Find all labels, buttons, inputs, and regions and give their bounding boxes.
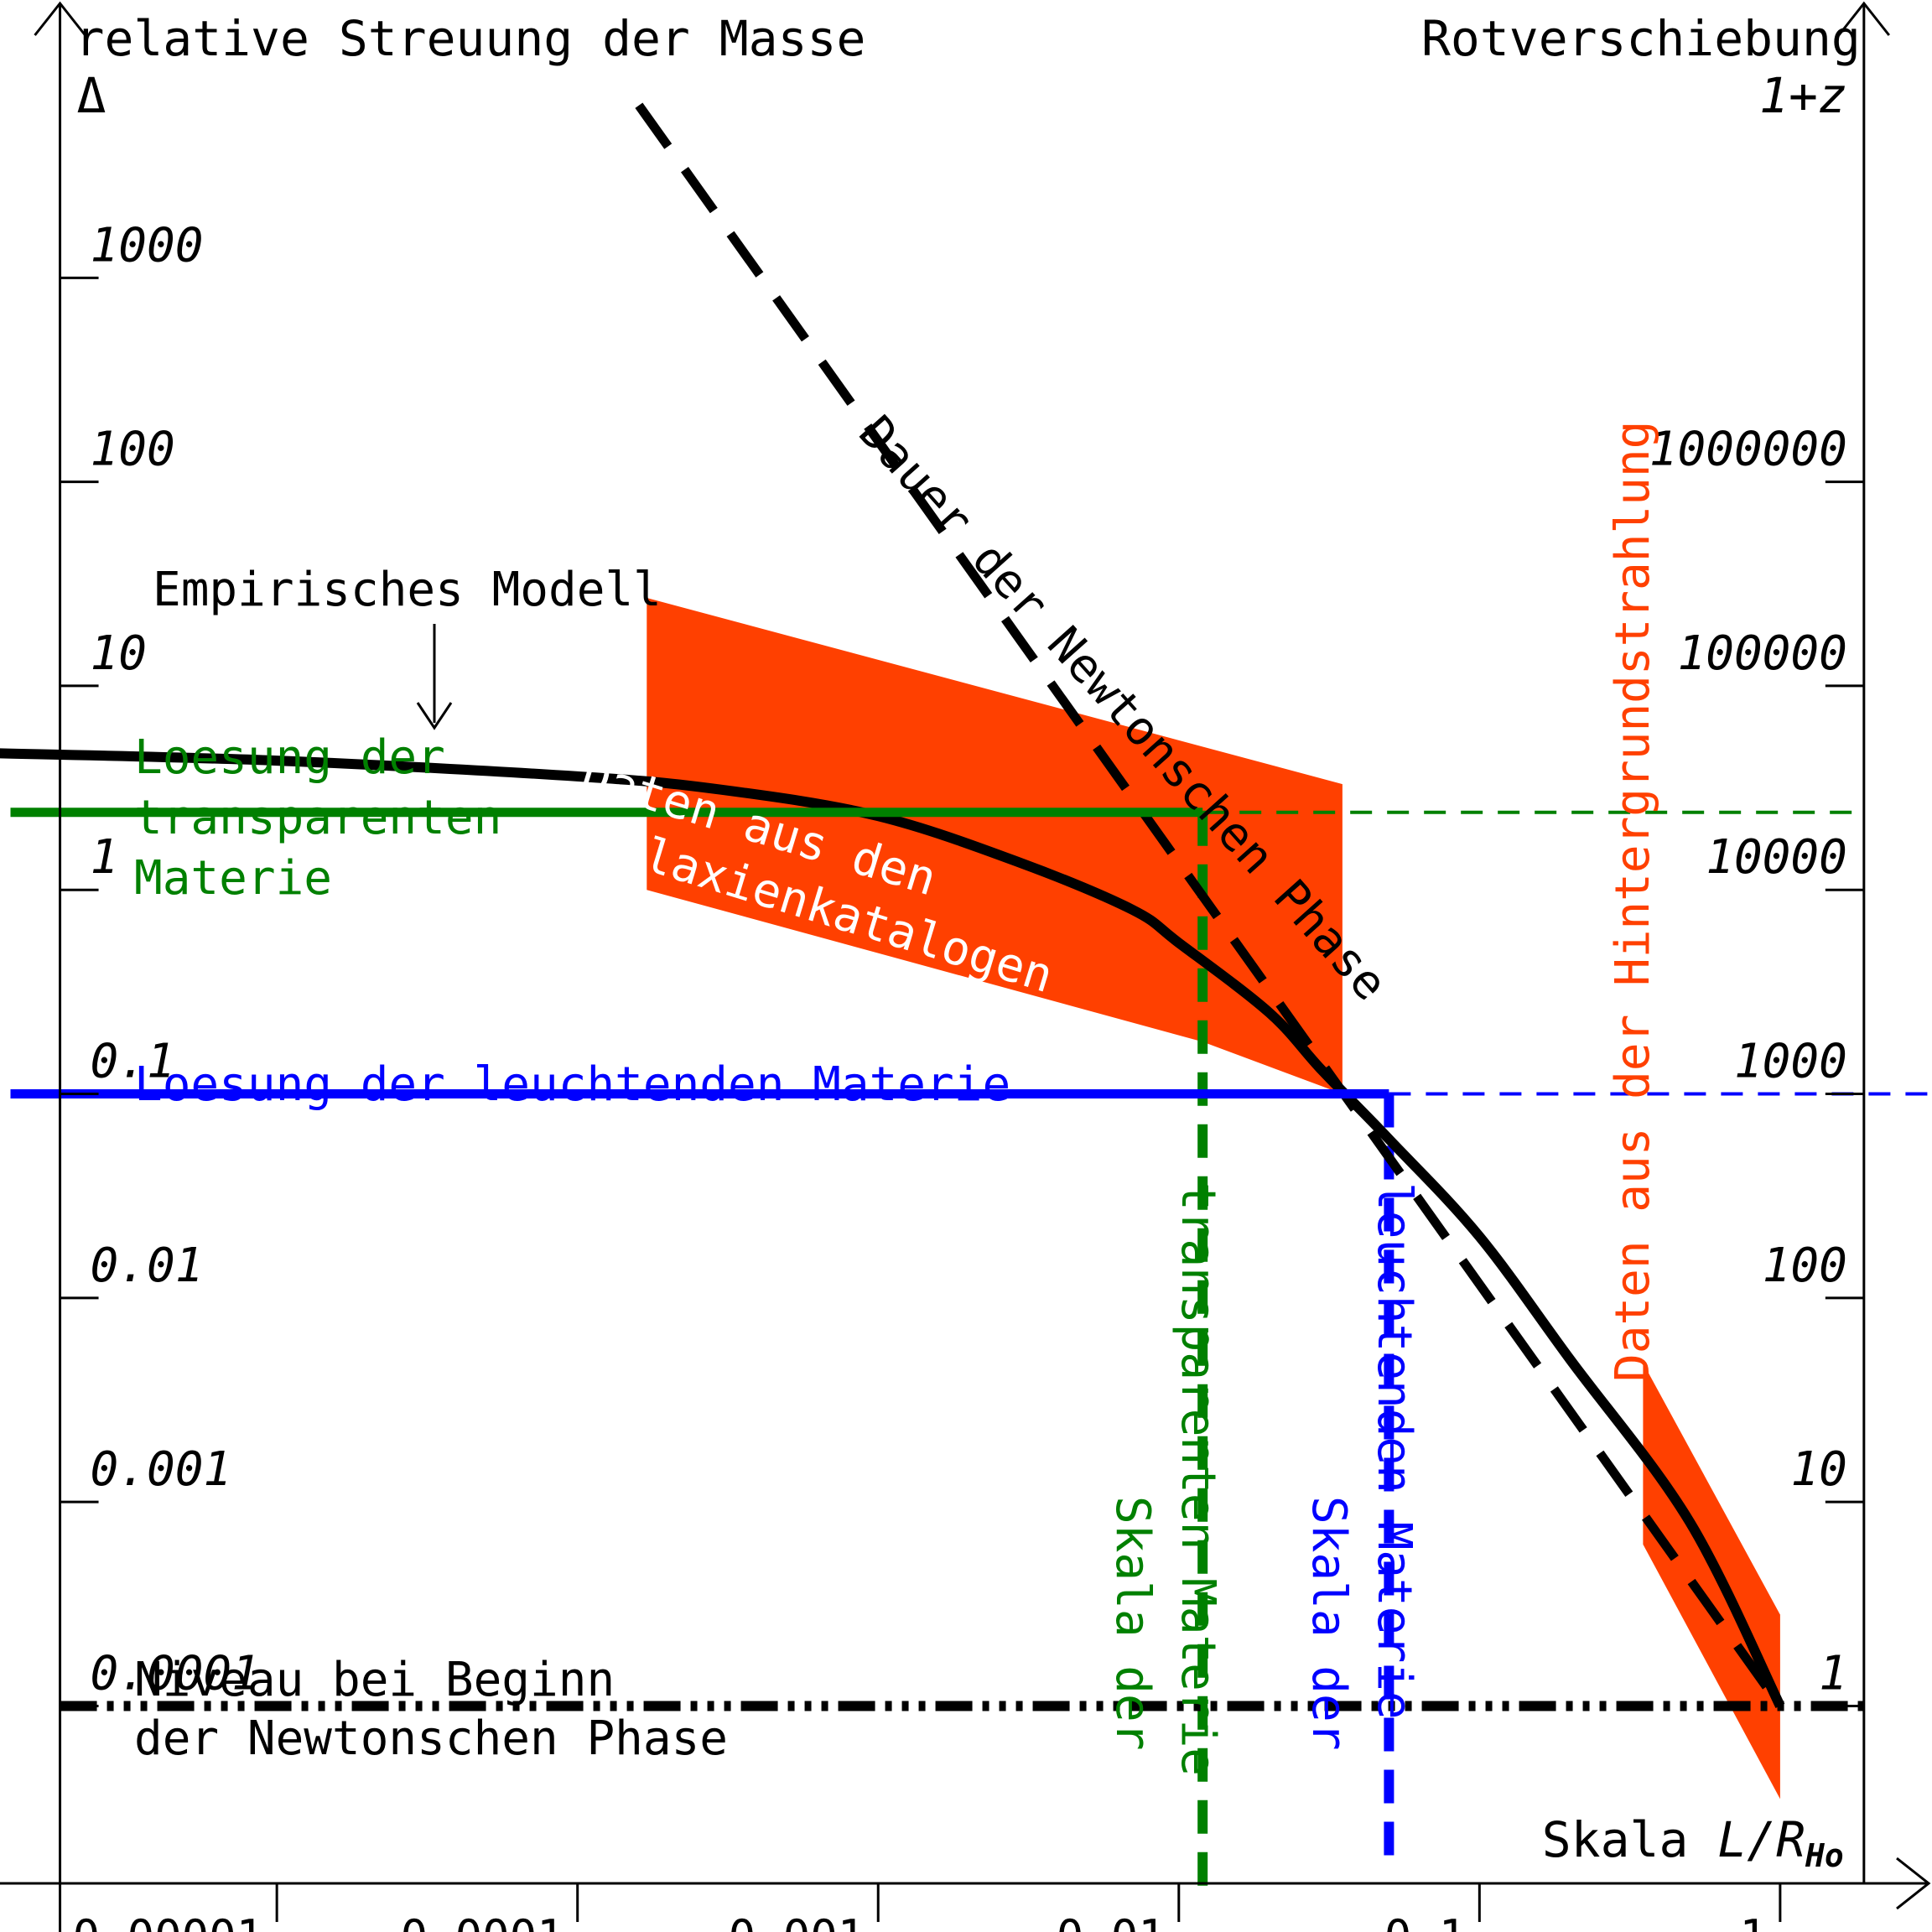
luminous-solution-label: Loesung der leuchtenden Materie: [134, 1057, 1010, 1112]
right-tick-label: 1000000: [1649, 423, 1847, 477]
bottom-tick-label: 0.01: [1057, 1910, 1166, 1932]
transparent-scale-label: Skala der: [1105, 1496, 1160, 1750]
bottom-tick-label: 0.0001: [401, 1910, 564, 1932]
left-tick-label: 1: [91, 830, 119, 885]
curves: [0, 102, 1785, 1709]
left-axis-arrow: [34, 1, 86, 36]
left-tick-label: 0.1: [91, 1035, 175, 1089]
bottom-axis-arrow: [1896, 1857, 1931, 1910]
right-tick-label: 10000: [1706, 830, 1847, 885]
left-tick-label: 100: [91, 423, 175, 477]
cmb-label-group: Daten aus der Hintergrundstrahlung: [1606, 421, 1660, 1382]
guide-lines: [60, 810, 1932, 1896]
right-axis-title: Rotverschiebung: [1421, 10, 1861, 67]
transparent-scale-label: transparenten Materie: [1171, 1182, 1225, 1776]
right-tick-label: 1000: [1734, 1035, 1847, 1089]
data-region-galaxy: [647, 598, 1343, 1094]
left-axis-title: relative Streuung der Masse: [75, 10, 866, 67]
left-tick-label: 1000: [91, 218, 204, 273]
right-tick-label: 100000: [1678, 626, 1847, 681]
transparent-scale-label-group: Skala der transparenten Materie: [1105, 1182, 1225, 1776]
empirical-model-curve: [0, 748, 1785, 1709]
empirical-model-label: Empirisches Modell: [153, 563, 662, 617]
labels: 10001001010.10.010.0010.0001100000010000…: [73, 10, 1861, 1932]
right-axis-symbol: 1+z: [1759, 67, 1847, 124]
left-tick-label: 0.0001: [91, 1646, 260, 1701]
luminous-scale-label-group: Skala der leuchtenden Materie: [1301, 1182, 1421, 1750]
newton-level-label: Niveau bei Beginn: [134, 1653, 615, 1707]
luminous-scale-label: Skala der: [1301, 1496, 1356, 1750]
data-regions: [647, 598, 1780, 1800]
right-tick-label: 100: [1763, 1239, 1847, 1293]
luminous-scale-label: leuchtenden Materie: [1367, 1182, 1421, 1720]
left-axis-symbol: Δ: [77, 67, 106, 124]
right-axis-arrow: [1837, 1, 1891, 36]
transparent-solution-label: Materie: [134, 851, 332, 906]
bottom-tick-label: 1: [1739, 1910, 1767, 1932]
right-tick-label: 1: [1819, 1646, 1847, 1701]
transparent-solution-label: transparenten: [134, 791, 501, 845]
transparent-solution-label: Loesung der: [134, 730, 445, 785]
left-tick-label: 0.01: [91, 1239, 204, 1293]
newton-phase-line: [635, 102, 1784, 1709]
bottom-tick-label: 0.1: [1384, 1910, 1467, 1932]
right-tick-label: 10: [1790, 1442, 1846, 1497]
left-tick-label: 0.001: [91, 1442, 232, 1497]
left-tick-label: 10: [91, 626, 147, 681]
bottom-tick-label: 0.001: [729, 1910, 865, 1932]
data-region-cmb: [1643, 1363, 1780, 1800]
x-axis-title: Skala L/RHo: [1542, 1811, 1844, 1874]
empirical-model-arrowhead: [416, 702, 453, 730]
newton-level-label: der Newtonschen Phase: [134, 1711, 728, 1766]
cmb-data-label: Daten aus der Hintergrundstrahlung: [1606, 421, 1660, 1382]
